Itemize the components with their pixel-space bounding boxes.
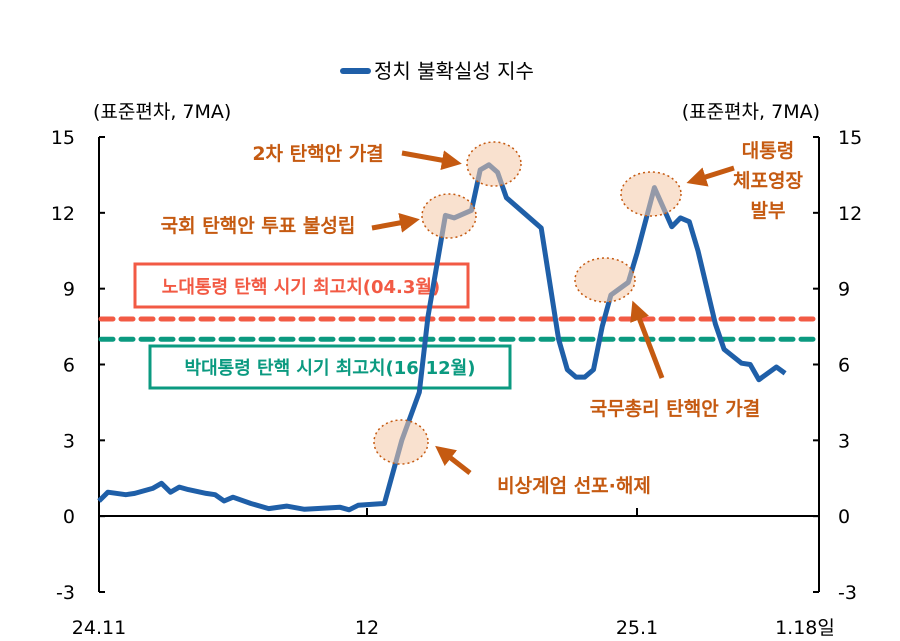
highlight-circle-martial-law bbox=[373, 419, 429, 465]
annotation-vote-failed: 국회 탄핵안 투표 불성립 bbox=[161, 215, 356, 237]
y-tick-label-right: 15 bbox=[838, 127, 862, 149]
arrow-pm-impeachment bbox=[630, 300, 665, 379]
annotation-warrant-line2: 체포영장 bbox=[733, 170, 803, 192]
highlight-circle-vote-failed bbox=[421, 193, 477, 239]
y-unit-left: (표준편차, 7MA) bbox=[93, 101, 231, 123]
x-tick-label: 25.1 bbox=[616, 617, 658, 639]
highlight-circle-2nd-impeachment bbox=[466, 141, 522, 187]
y-tick-label-left: 3 bbox=[63, 430, 75, 452]
highlight-circle-warrant bbox=[620, 171, 682, 217]
annotation-martial-law: 비상계엄 선포·해제 bbox=[497, 475, 651, 497]
y-tick-label-left: 6 bbox=[63, 355, 75, 377]
y-tick-label-right: 3 bbox=[838, 430, 850, 452]
x-tick-label: 24.11 bbox=[72, 617, 126, 639]
arrow-warrant bbox=[686, 165, 735, 187]
y-tick-label-left: 0 bbox=[63, 506, 75, 528]
y-tick-label-right: 12 bbox=[838, 203, 862, 225]
arrow-martial-law bbox=[435, 445, 472, 475]
y-tick-label-left: 9 bbox=[63, 279, 75, 301]
x-tick-label: 1.18일 bbox=[775, 617, 835, 639]
arrow-vote-failed bbox=[371, 212, 420, 233]
x-tick-label: 12 bbox=[355, 617, 379, 639]
y-tick-label-right: -3 bbox=[838, 582, 857, 604]
annotation-warrant-line1: 대통령 bbox=[742, 140, 794, 162]
y-tick-label-left: -3 bbox=[56, 582, 75, 604]
y-tick-label-right: 0 bbox=[838, 506, 850, 528]
annotation-2nd-impeachment: 2차 탄핵안 가결 bbox=[252, 143, 383, 165]
highlight-circle-pm-impeachment bbox=[574, 257, 636, 303]
annotation-warrant-line3: 발부 bbox=[751, 200, 786, 222]
y-tick-label-left: 12 bbox=[51, 203, 75, 225]
y-unit-right: (표준편차, 7MA) bbox=[682, 101, 820, 123]
ref-box-roh bbox=[133, 262, 470, 309]
legend-label: 정치 불확실성 지수 bbox=[374, 59, 534, 83]
arrow-2nd-impeachment bbox=[401, 150, 462, 171]
ref-box-park bbox=[148, 344, 512, 390]
y-tick-label-right: 9 bbox=[838, 279, 850, 301]
y-tick-label-left: 15 bbox=[51, 127, 75, 149]
y-tick-label-right: 6 bbox=[838, 355, 850, 377]
annotation-pm-impeachment: 국무총리 탄핵안 가결 bbox=[590, 398, 761, 420]
ref-label-park: 박대통령 탄핵 시기 최고치(16.12월) bbox=[185, 358, 476, 379]
ref-label-roh: 노대통령 탄핵 시기 최고치(04.3월) bbox=[162, 277, 440, 298]
